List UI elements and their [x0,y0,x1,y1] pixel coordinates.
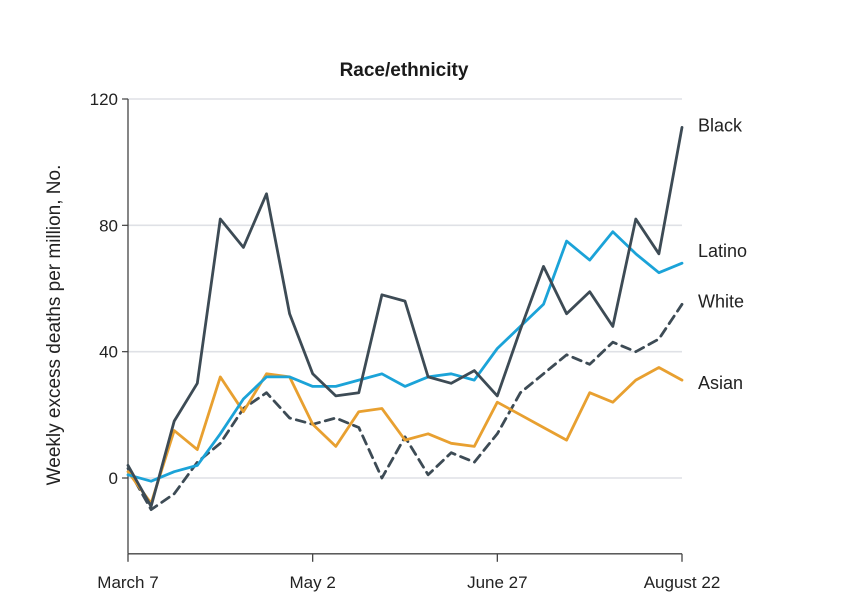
series-line-latino [126,230,684,483]
series-label-latino: Latino [698,241,747,261]
y-tick-label: 0 [109,469,118,488]
series-line-asian [126,366,684,505]
x-tick-label: August 22 [644,573,721,592]
series-label-black: Black [698,115,743,135]
axes: 0 40 80 120 March 7 May 2 June 27 August 22 [90,90,721,592]
series-label-asian: Asian [698,373,743,393]
series-lines [126,126,684,512]
y-tick-label: 40 [99,343,118,362]
series-label-white: White [698,291,744,311]
series-line-black [126,126,684,508]
y-tick-label: 80 [99,216,118,235]
x-tick-label: May 2 [290,573,336,592]
y-tick-label: 120 [90,90,118,109]
x-tick-label: June 27 [467,573,528,592]
series-labels: Black Latino White Asian [698,115,747,393]
series-line-white [126,302,684,512]
x-tick-label: March 7 [97,573,158,592]
chart-title: Race/ethnicity [340,60,469,81]
y-axis-label: Weekly excess deaths per million, No. [44,165,65,486]
grid [124,98,682,479]
